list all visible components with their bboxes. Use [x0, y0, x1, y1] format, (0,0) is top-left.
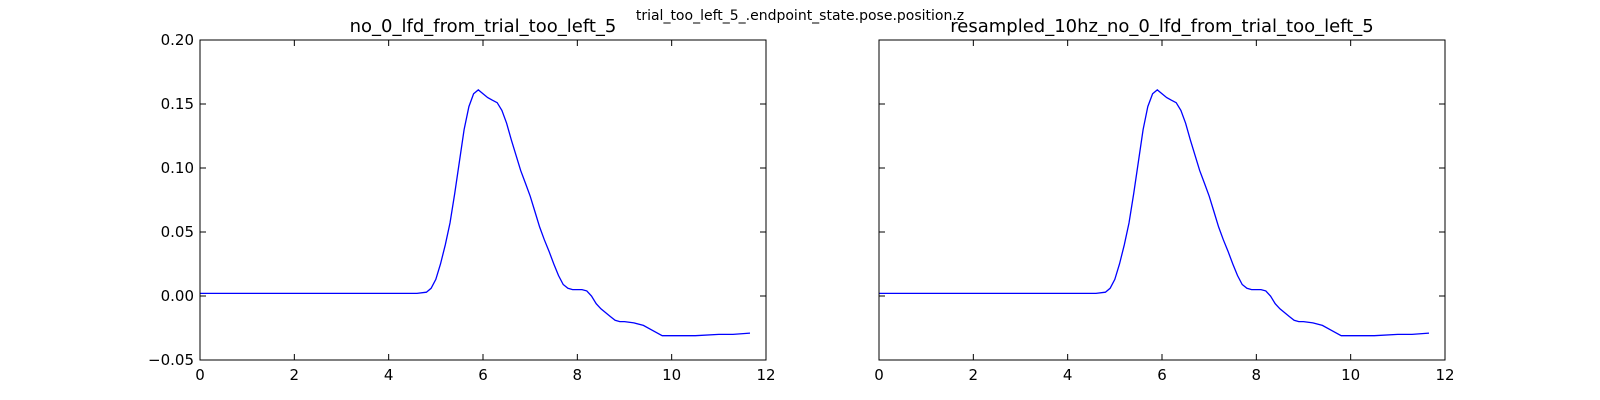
- right-chart-xtick-label: 4: [1063, 366, 1073, 384]
- left-chart-ytick-label: 0.15: [161, 95, 194, 113]
- left-chart-xtick-label: 0: [195, 366, 205, 384]
- right-chart: resampled_10hz_no_0_lfd_from_trial_too_l…: [874, 16, 1454, 384]
- figure-suptitle: trial_too_left_5_.endpoint_state.pose.po…: [636, 8, 964, 24]
- left-chart-ytick-label: 0.10: [161, 159, 194, 177]
- right-chart-xtick-label: 10: [1341, 366, 1360, 384]
- left-chart-xtick-label: 12: [756, 366, 775, 384]
- left-chart-ytick-label: −0.05: [148, 351, 194, 369]
- left-chart-frame: [199, 39, 767, 361]
- right-chart-xtick-label: 2: [969, 366, 979, 384]
- right-chart-xtick-label: 12: [1435, 366, 1454, 384]
- right-chart-series-line: [879, 89, 1430, 337]
- right-chart-title: resampled_10hz_no_0_lfd_from_trial_too_l…: [950, 16, 1373, 37]
- left-chart-xtick-label: 4: [384, 366, 394, 384]
- left-chart-xtick-label: 6: [478, 366, 488, 384]
- left-chart-xtick-label: 10: [662, 366, 681, 384]
- right-chart-frame: [878, 39, 1446, 361]
- right-chart-xtick-label: 8: [1252, 366, 1262, 384]
- left-chart-title: no_0_lfd_from_trial_too_left_5: [350, 16, 617, 37]
- left-chart-series-line: [200, 89, 751, 337]
- left-chart-ytick-label: 0.00: [161, 287, 194, 305]
- right-chart-xtick-label: 6: [1157, 366, 1167, 384]
- left-chart-ytick-label: 0.05: [161, 223, 194, 241]
- left-chart-xtick-label: 8: [573, 366, 583, 384]
- left-chart-ytick-label: 0.20: [161, 31, 194, 49]
- left-chart: no_0_lfd_from_trial_too_left_5 0 2 4 6 8 10 12…: [148, 16, 776, 384]
- left-chart-xtick-label: 2: [290, 366, 300, 384]
- right-chart-xtick-label: 0: [874, 366, 884, 384]
